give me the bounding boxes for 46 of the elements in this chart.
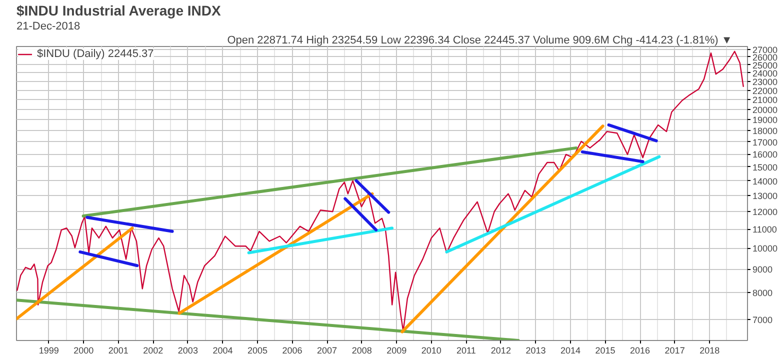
y-tick-label: 27000: [752, 44, 778, 55]
x-tick-label: 2012: [490, 346, 511, 356]
x-tick-label: 2013: [526, 346, 546, 356]
legend-label: $INDU (Daily) 22445.37: [37, 48, 154, 60]
y-tick-label: 24000: [752, 68, 778, 78]
y-tick-label: 25000: [752, 60, 778, 70]
x-tick-label: 2016: [630, 346, 650, 356]
x-tick-label: 2005: [247, 346, 268, 356]
x-tick-label: 2006: [282, 346, 302, 356]
y-tick-label: 19000: [752, 115, 778, 126]
y-tick-label: 9000: [752, 264, 773, 275]
y-tick-label: 21000: [752, 95, 778, 106]
x-tick-label: 2002: [143, 346, 164, 356]
y-tick-label: 20000: [752, 104, 778, 115]
x-tick-label: 2007: [317, 346, 338, 356]
x-tick-label: 2004: [212, 346, 233, 356]
x-tick-label: 2010: [421, 346, 442, 356]
x-tick-label: 2015: [595, 346, 616, 356]
annotation: Open 22871.74 High 23254.59 Low 22396.34 Close 22445.37 Volume 909.6M Chg -414.23 (-1.81%) ▼: [227, 34, 732, 46]
y-tick-label: 11000: [752, 224, 777, 235]
x-tick-label: 2003: [178, 346, 198, 356]
x-tick-label: 1999: [38, 346, 59, 356]
y-tick-label: 15000: [752, 162, 778, 172]
x-tick-label: 2008: [352, 346, 372, 356]
y-tick-label: 10000: [752, 244, 778, 254]
y-tick-label: 12000: [752, 207, 778, 218]
x-tick-label: 2017: [664, 346, 685, 356]
y-tick-label: 23000: [752, 77, 778, 88]
y-tick-label: 7000: [752, 314, 773, 325]
x-tick-label: 2018: [700, 346, 720, 356]
y-tick-label: 14000: [752, 176, 778, 186]
y-tick-label: 18000: [752, 126, 778, 136]
line-series: [16, 50, 744, 332]
y-tick-label: 8000: [752, 288, 773, 298]
x-tick-label: 2009: [386, 346, 407, 356]
x-tick-label: 2000: [74, 346, 94, 356]
x-tick-label: 2001: [108, 346, 128, 356]
text: 21-Dec-2018: [16, 20, 80, 32]
y-tick-label: 22000: [752, 86, 778, 96]
x-tick-label: 2011: [456, 346, 476, 356]
y-tick-label: 13000: [752, 191, 778, 202]
y-tick-label: 26000: [752, 52, 778, 62]
y-tick-label: 16000: [752, 150, 778, 160]
chart-title: $INDU Industrial Average INDX: [16, 2, 222, 18]
y-tick-label: 17000: [752, 137, 778, 148]
x-tick-label: 2014: [560, 346, 581, 356]
